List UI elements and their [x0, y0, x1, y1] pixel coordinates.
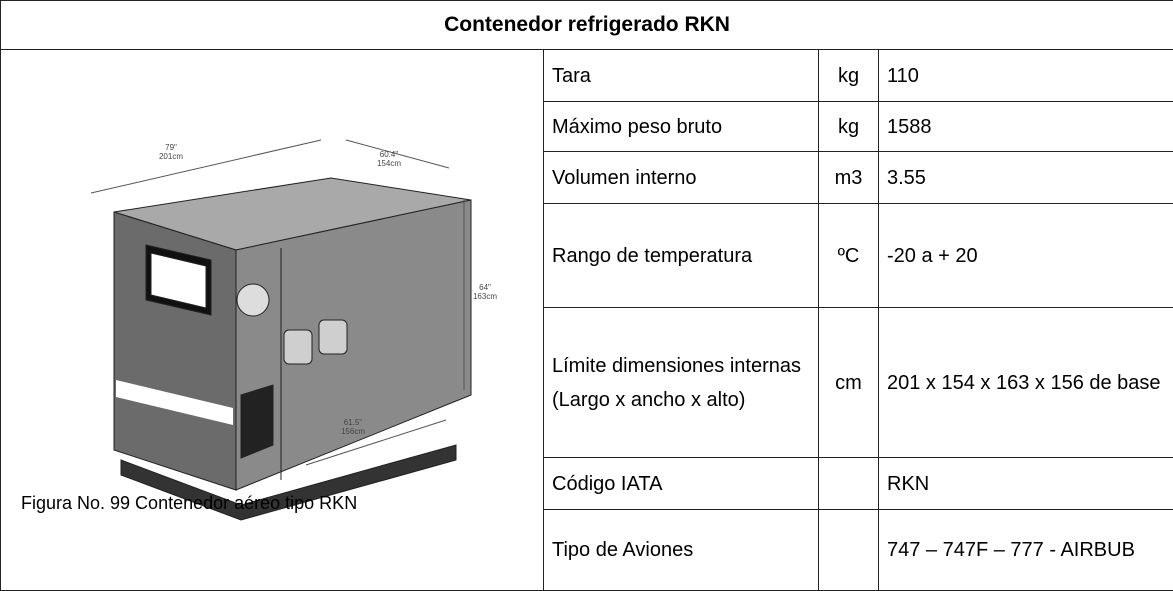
row-label: Máximo peso bruto	[543, 101, 819, 152]
row-label: Tipo de Aviones	[543, 509, 819, 591]
table-row: Tipo de Aviones 747 – 747F – 777 - AIRBUB	[1, 509, 1173, 591]
row-label: Tara	[543, 49, 819, 102]
row-label: Código IATA	[543, 457, 819, 510]
row-value: 1588	[877, 101, 1173, 152]
dimension-label: 79"	[165, 143, 177, 152]
table-row: Límite dimensiones internas (Largo x anc…	[1, 307, 1173, 458]
table-row: Código IATA RKN	[1, 457, 1173, 510]
dimension-label: 61.5"	[344, 418, 363, 427]
row-value: 747 – 747F – 777 - AIRBUB	[877, 509, 1173, 591]
row-unit: m3	[818, 151, 879, 204]
dimension-label: 60.4"	[380, 150, 399, 159]
row-label: Límite dimensiones internas (Largo x anc…	[543, 307, 819, 458]
figure-caption: Figura No. 99 Contenedor aéreo tipo RKN	[21, 493, 358, 513]
row-value: 3.55	[877, 151, 1173, 204]
row-unit	[818, 457, 879, 510]
table-title: Contenedor refrigerado RKN	[0, 0, 1173, 50]
row-value: RKN	[877, 457, 1173, 510]
row-label: Rango de temperatura	[543, 203, 819, 308]
row-unit: cm	[818, 307, 879, 458]
table-row: Rango de temperatura ºC -20 a + 20	[1, 203, 1173, 308]
row-unit: ºC	[818, 203, 879, 308]
container-illustration: 79"201cm 60.4"154cm 64"163cm 61.5"156cm	[90, 139, 497, 521]
row-unit: kg	[818, 101, 879, 152]
dimension-label: 156cm	[341, 427, 365, 436]
row-value: -20 a + 20	[877, 203, 1173, 308]
dimension-label: 154cm	[377, 159, 401, 168]
row-unit: kg	[818, 49, 879, 102]
dimension-label: 201cm	[159, 152, 183, 161]
dimension-label: 163cm	[473, 292, 497, 301]
row-label: Volumen interno	[543, 151, 819, 204]
table-row: 79" 201cm 60.4" 154cm 64" 163cm 61.5" 156cm Fig…	[0, 49, 1173, 591]
row-unit	[818, 509, 879, 591]
dimension-lines	[90, 139, 465, 466]
row-value: 201 x 154 x 163 x 156 de base	[877, 307, 1173, 458]
figure-cell: 79" 201cm 60.4" 154cm 64" 163cm 61.5" 156cm Fig…	[0, 49, 544, 591]
dimension-label: 64"	[479, 283, 491, 292]
row-value: 110	[877, 49, 1173, 102]
container-drawing	[113, 177, 472, 521]
